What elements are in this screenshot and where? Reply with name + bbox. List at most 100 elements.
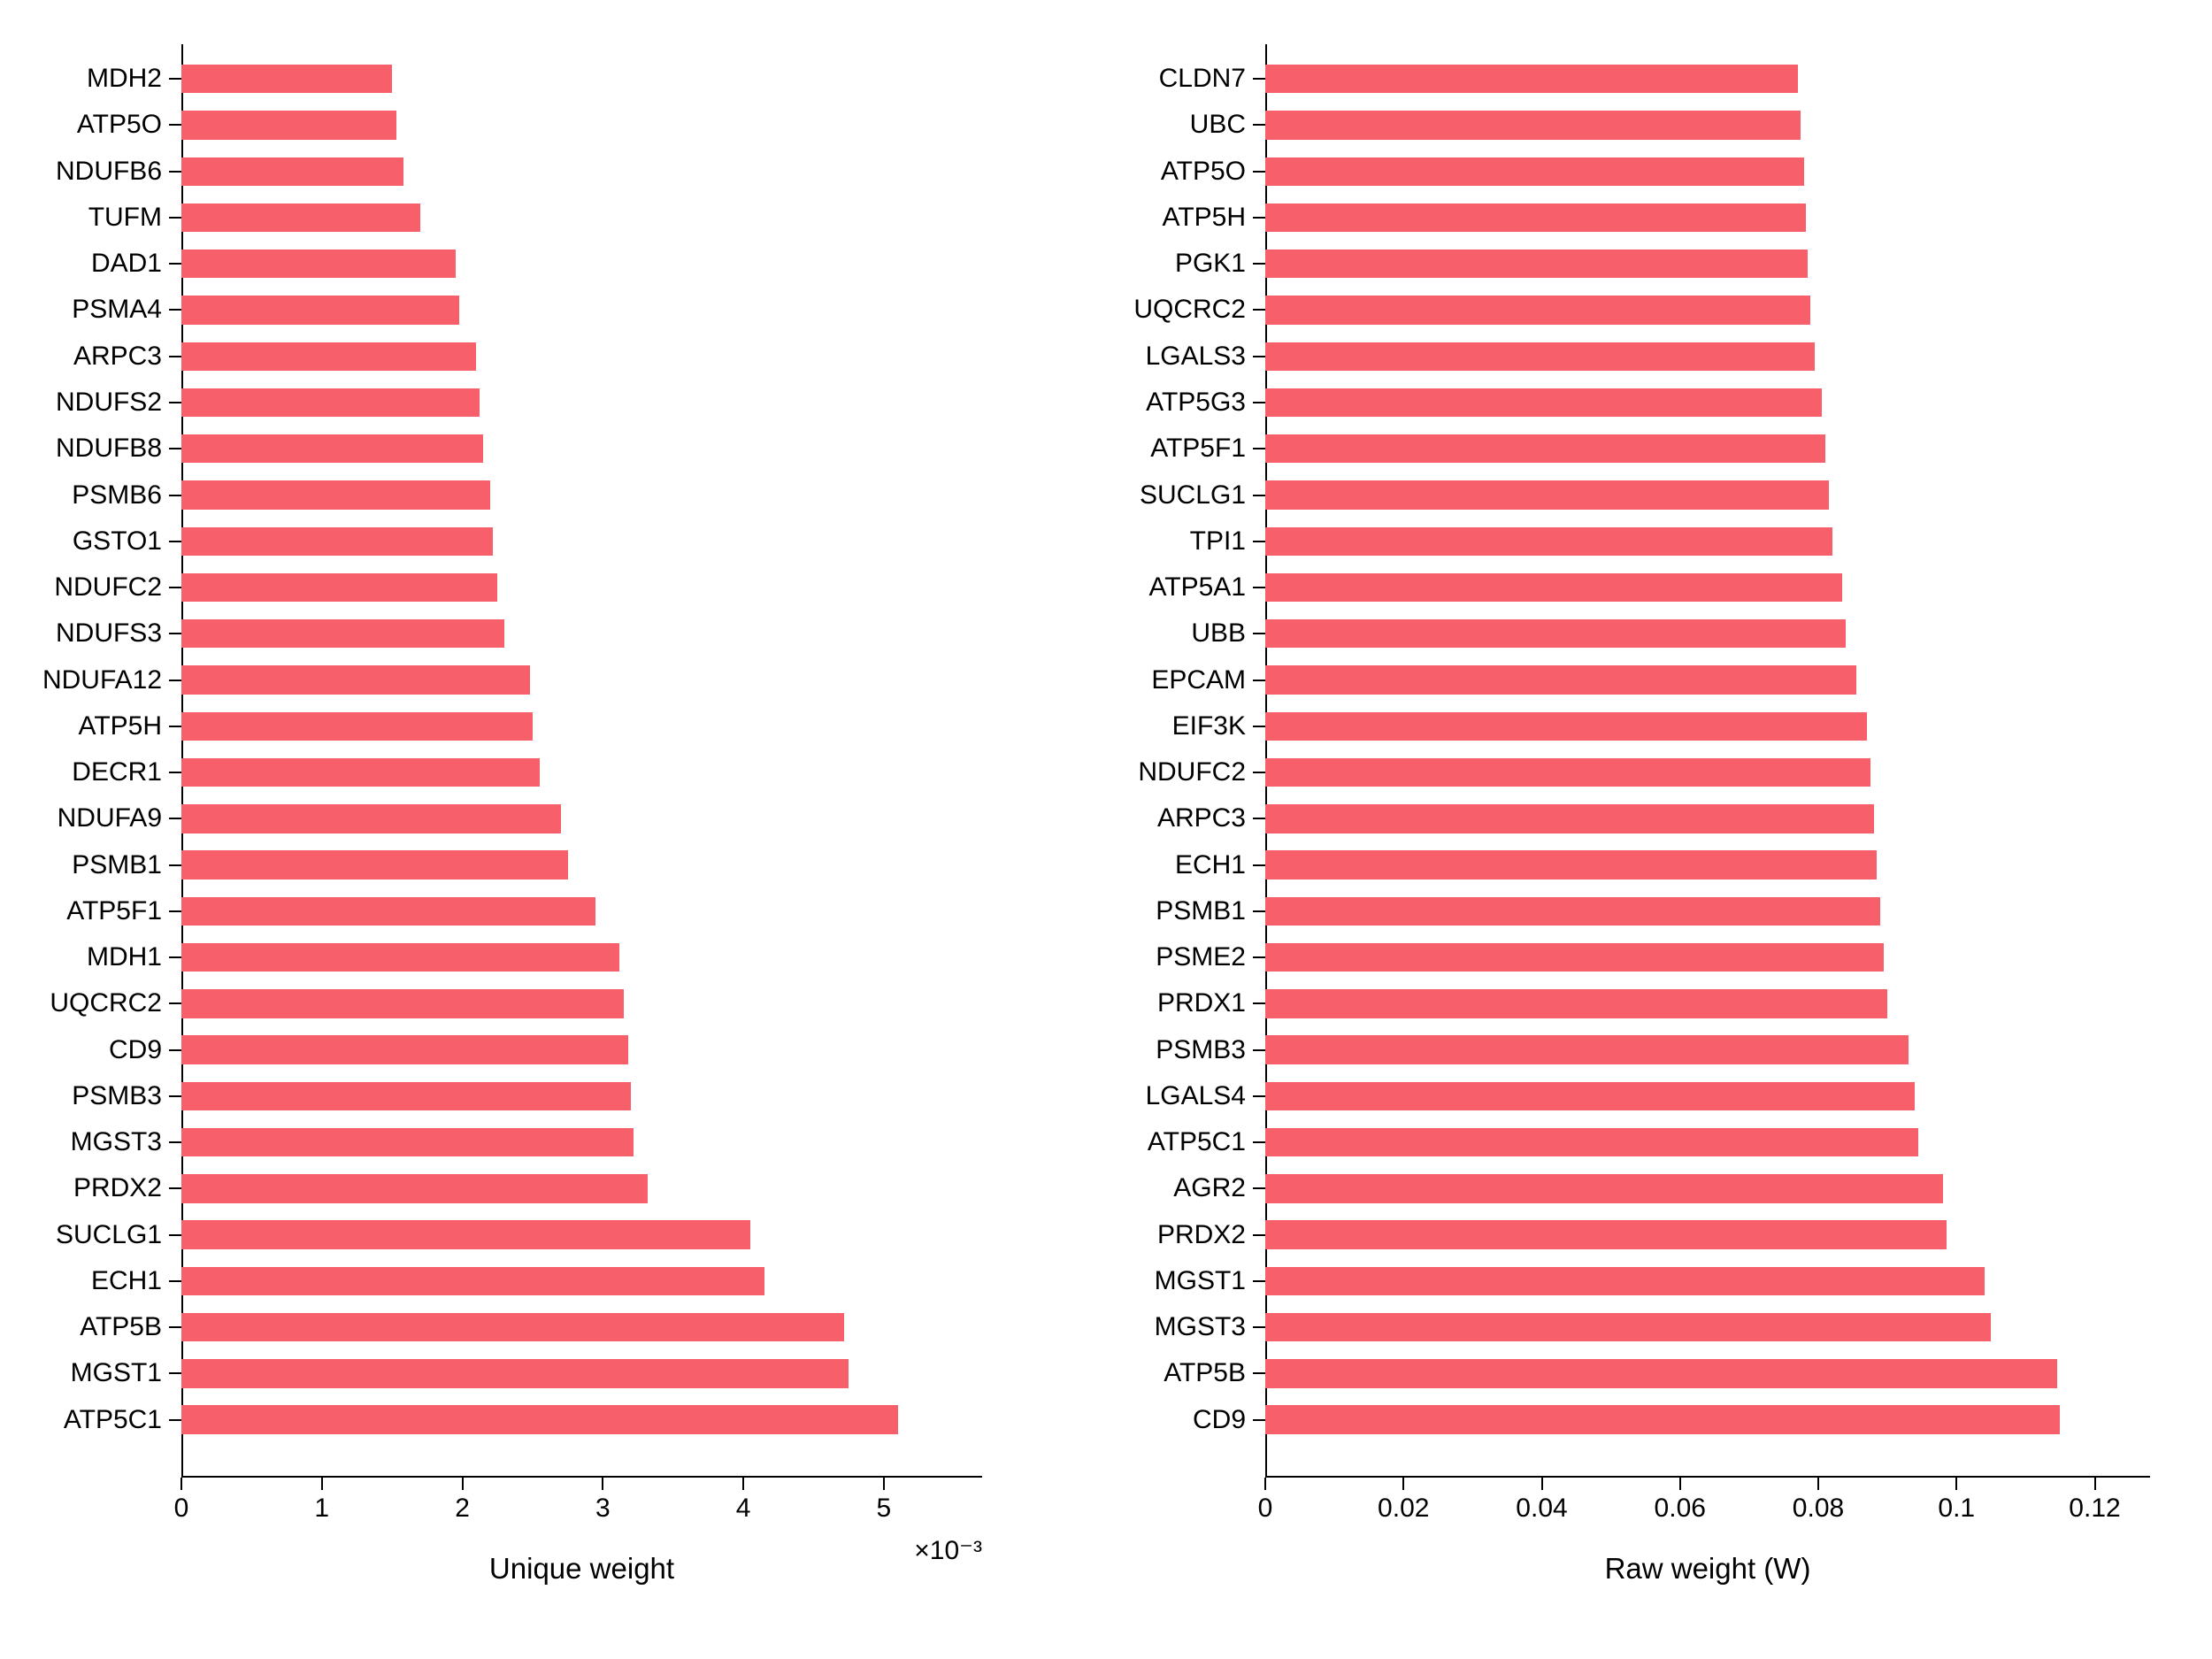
raw_weight-y-label: MGST1 (1155, 1266, 1246, 1296)
raw_weight-bar (1265, 619, 1846, 648)
raw_weight-bar (1265, 1082, 1915, 1110)
raw_weight-bar (1265, 1405, 2060, 1433)
unique_weight-bar (181, 342, 476, 371)
raw_weight-bar (1265, 342, 1815, 371)
raw_weight-x-axis (1265, 1476, 2150, 1478)
unique_weight-y-tick (169, 772, 181, 773)
unique_weight-y-tick (169, 864, 181, 866)
unique_weight-y-tick (169, 1419, 181, 1421)
unique_weight-y-label: PSMB3 (72, 1081, 162, 1111)
unique_weight-bar (181, 1359, 849, 1387)
unique_weight-bar (181, 1220, 750, 1248)
raw_weight-y-tick (1253, 864, 1265, 866)
unique_weight-x-tick-label: 2 (455, 1494, 470, 1524)
unique_weight-y-label: NDUFS2 (56, 388, 162, 418)
raw_weight-bar (1265, 296, 1810, 324)
raw_weight-y-label: UBB (1191, 618, 1246, 649)
raw_weight-y-tick (1253, 1326, 1265, 1328)
raw_weight-y-label: NDUFC2 (1138, 757, 1246, 787)
unique_weight-y-tick (169, 1049, 181, 1051)
raw_weight-bar (1265, 480, 1829, 509)
raw_weight-bar (1265, 943, 1884, 972)
unique_weight-y-label: MGST1 (71, 1358, 162, 1388)
unique_weight-x-tick-label: 4 (736, 1494, 751, 1524)
raw_weight-x-tick-label: 0.08 (1793, 1494, 1844, 1524)
unique_weight-y-tick (169, 633, 181, 634)
unique_weight-y-label: ATP5H (79, 711, 162, 741)
unique_weight-x-tick-label: 1 (314, 1494, 329, 1524)
raw_weight-y-tick (1253, 1372, 1265, 1374)
unique_weight-x-tick (321, 1478, 323, 1490)
unique_weight-y-label: PRDX2 (73, 1173, 162, 1203)
unique_weight-bar (181, 157, 403, 186)
unique_weight-y-label: GSTO1 (73, 526, 162, 557)
raw_weight-y-label: PRDX2 (1157, 1220, 1246, 1250)
raw_weight-bar (1265, 1174, 1943, 1202)
unique_weight-x-tick (602, 1478, 603, 1490)
raw_weight-x-tick-label: 0 (1258, 1494, 1273, 1524)
unique_weight-y-label: TUFM (88, 203, 162, 233)
raw_weight-y-tick (1253, 541, 1265, 542)
raw_weight-bar (1265, 804, 1874, 833)
raw_weight-y-label: AGR2 (1173, 1173, 1246, 1203)
unique_weight-y-label: NDUFC2 (54, 572, 162, 603)
raw_weight-y-label: SUCLG1 (1140, 480, 1246, 511)
unique_weight-y-tick (169, 1095, 181, 1097)
unique_weight-y-label: MGST3 (71, 1127, 162, 1157)
unique_weight-bar (181, 111, 396, 139)
raw_weight-y-label: ATP5A1 (1149, 572, 1247, 603)
unique_weight-y-label: NDUFA12 (42, 665, 162, 695)
unique_weight-y-tick (169, 309, 181, 311)
unique_weight-x-tick (742, 1478, 744, 1490)
unique_weight-y-label: NDUFA9 (58, 803, 162, 833)
unique_weight-y-tick (169, 495, 181, 496)
raw_weight-bar (1265, 758, 1870, 787)
unique_weight-x-tick-label: 5 (877, 1494, 892, 1524)
unique_weight-x-axis (181, 1476, 982, 1478)
unique_weight-bar (181, 1313, 844, 1341)
unique_weight-y-label: UQCRC2 (50, 988, 162, 1018)
raw_weight-x-tick (1402, 1478, 1404, 1490)
unique_weight-bar (181, 250, 456, 278)
unique_weight-y-tick (169, 1002, 181, 1004)
raw_weight-x-tick (1955, 1478, 1957, 1490)
raw_weight-bar (1265, 1313, 1991, 1341)
unique_weight-y-tick (169, 726, 181, 727)
unique_weight-y-label: SUCLG1 (56, 1220, 162, 1250)
raw_weight-x-tick (1817, 1478, 1819, 1490)
unique_weight-y-tick (169, 587, 181, 588)
raw_weight-bar (1265, 1035, 1909, 1064)
unique_weight-y-tick (169, 1141, 181, 1143)
raw_weight-plot: 00.020.040.060.080.10.12CLDN7UBCATP5OATP… (1265, 44, 2150, 1478)
unique_weight-x-tick-label: 0 (174, 1494, 189, 1524)
unique_weight-bar (181, 65, 392, 93)
unique_weight-bar (181, 758, 540, 787)
raw_weight-y-tick (1253, 309, 1265, 311)
raw_weight-y-tick (1253, 263, 1265, 265)
raw_weight-x-tick (1541, 1478, 1543, 1490)
raw_weight-y-label: LGALS4 (1146, 1081, 1246, 1111)
raw_weight-y-label: ATP5F1 (1150, 434, 1246, 464)
raw_weight-y-tick (1253, 171, 1265, 173)
unique_weight-y-label: NDUFS3 (56, 618, 162, 649)
raw_weight-y-label: PSMB1 (1156, 896, 1246, 926)
unique_weight-y-label: DAD1 (91, 249, 162, 279)
raw_weight-x-title: Raw weight (W) (1605, 1552, 1811, 1586)
raw_weight-y-tick (1253, 1095, 1265, 1097)
raw_weight-x-tick (1679, 1478, 1681, 1490)
raw_weight-y-tick (1253, 587, 1265, 588)
raw_weight-y-tick (1253, 124, 1265, 126)
raw_weight-y-tick (1253, 910, 1265, 912)
raw_weight-bar (1265, 65, 1798, 93)
raw_weight-y-label: UQCRC2 (1133, 295, 1246, 325)
raw_weight-bar (1265, 1267, 1985, 1295)
unique_weight-y-tick (169, 171, 181, 173)
raw_weight-y-tick (1253, 495, 1265, 496)
unique_weight-bar (181, 573, 497, 602)
raw_weight-x-tick-label: 0.06 (1655, 1494, 1706, 1524)
unique_weight-y-tick (169, 78, 181, 80)
raw_weight-y-tick (1253, 818, 1265, 819)
unique_weight-x-tick-label: 3 (595, 1494, 611, 1524)
unique_weight-y-tick (169, 1326, 181, 1328)
unique_weight-y-label: ARPC3 (73, 342, 162, 372)
